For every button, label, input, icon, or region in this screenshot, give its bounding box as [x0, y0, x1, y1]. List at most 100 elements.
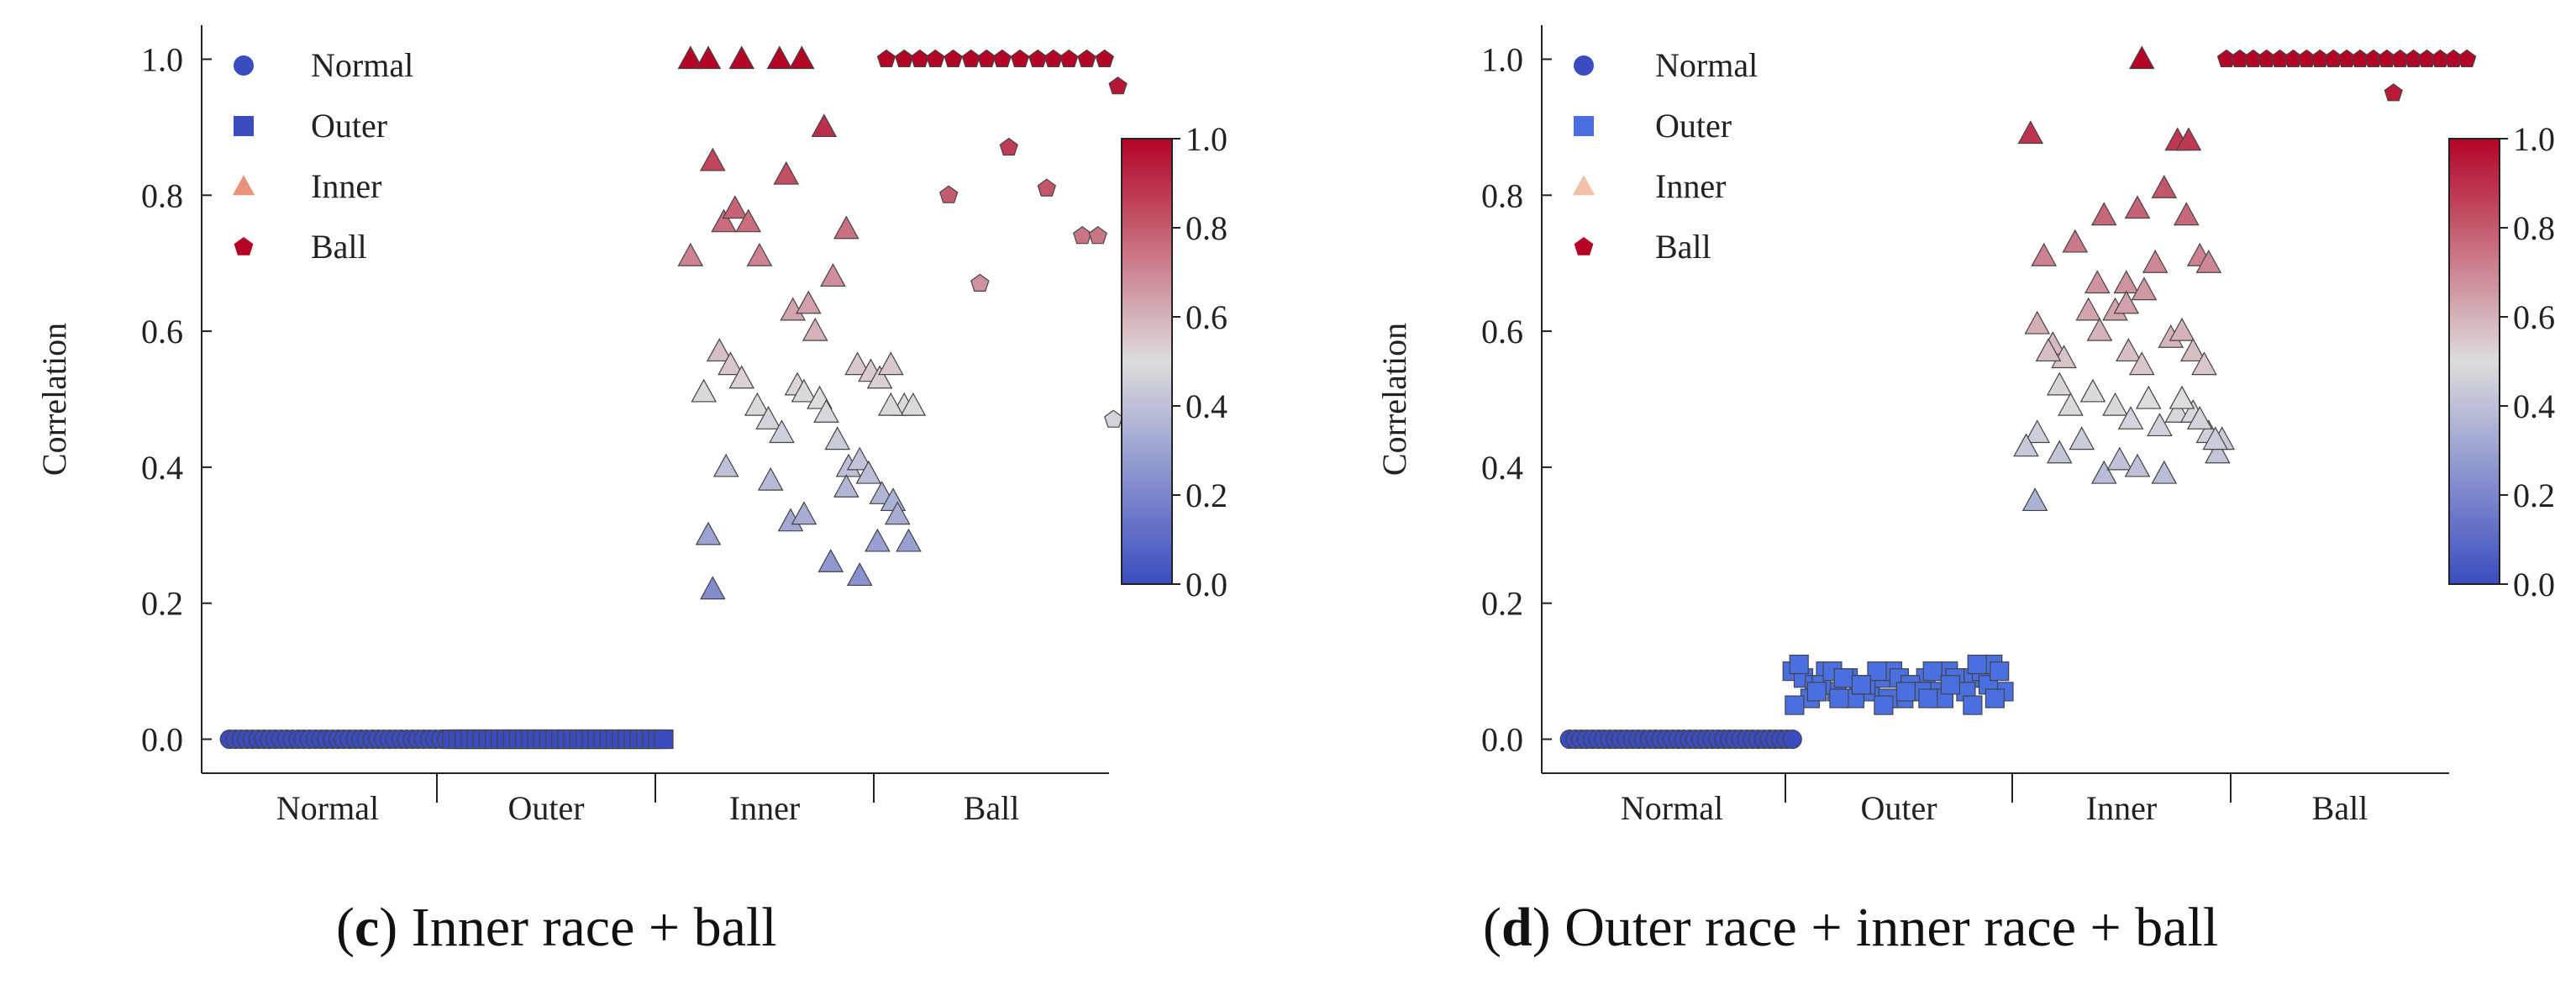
point-inner	[766, 45, 793, 70]
legend-label-normal: Normal	[1655, 46, 1758, 84]
point-ball	[999, 137, 1018, 156]
colorbar-tick-label: 0.6	[2513, 298, 2555, 336]
point-inner	[2195, 249, 2222, 273]
series-ball	[876, 49, 1128, 428]
y-axis-title: Correlation	[1375, 323, 1413, 476]
point-inner	[2062, 229, 2089, 253]
point-inner	[2151, 174, 2178, 198]
point-inner	[896, 528, 922, 552]
point-ball	[938, 185, 959, 203]
point-inner	[757, 466, 784, 491]
point-outer	[1851, 675, 1872, 695]
point-inner	[695, 45, 722, 70]
legend-marker-normal	[1574, 55, 1594, 76]
legend-marker-ball	[1574, 237, 1594, 255]
point-inner	[2128, 45, 2155, 70]
point-inner	[695, 521, 722, 545]
point-inner	[2017, 120, 2044, 145]
point-inner	[718, 351, 744, 376]
legend-label-ball: Ball	[1655, 228, 1711, 266]
point-inner	[2131, 277, 2158, 301]
point-inner	[865, 528, 891, 552]
point-ball	[1108, 76, 1128, 95]
point-ball	[1059, 49, 1079, 68]
y-tick-label: 1.0	[141, 40, 183, 78]
point-inner	[2169, 317, 2195, 341]
point-inner	[2116, 338, 2142, 362]
point-ball	[977, 49, 996, 68]
point-inner	[755, 406, 781, 429]
caption-open-paren: (	[336, 897, 355, 958]
point-inner	[833, 215, 860, 240]
point-ball	[1010, 49, 1030, 68]
point-inner	[884, 501, 911, 525]
legend-label-outer: Outer	[1655, 107, 1732, 145]
panel-caption: (d) Outer race + inner race + ball	[1483, 897, 2218, 958]
point-ball	[2457, 49, 2477, 68]
point-inner	[2135, 385, 2162, 409]
point-outer	[1789, 654, 1809, 675]
point-outer	[1922, 661, 1943, 682]
point-inner	[2128, 351, 2155, 376]
colorbar-tick-label: 0.6	[1185, 298, 1228, 336]
point-ball	[1072, 226, 1092, 245]
point-inner	[802, 317, 828, 341]
panel-d: 0.0 0.2 0.4 0.6 0.8 1.0 Correlation Normal Outer…	[1375, 25, 2555, 958]
point-inner	[699, 576, 726, 600]
caption-open-paren: (	[1483, 897, 1501, 958]
point-inner	[846, 446, 873, 471]
colorbar-tick-label: 0.0	[1185, 566, 1228, 603]
point-inner	[2173, 202, 2200, 226]
point-inner	[2179, 338, 2206, 362]
point-ball	[970, 273, 990, 292]
point-inner	[2035, 338, 2062, 362]
point-inner	[2024, 419, 2051, 444]
point-inner	[2169, 385, 2195, 409]
legend-marker-ball	[234, 237, 254, 255]
legend-marker-inner	[1572, 175, 1596, 196]
legend-label-ball: Ball	[311, 228, 367, 266]
point-inner	[677, 242, 704, 266]
point-inner	[2117, 406, 2144, 429]
colorbar-tick-label: 0.2	[1185, 477, 1228, 514]
point-inner	[900, 392, 927, 416]
series-outer	[1782, 654, 2014, 715]
colorbar-tick-label: 0.2	[2513, 477, 2555, 514]
x-tick-label-outer: Outer	[507, 789, 584, 827]
series-outer	[442, 729, 674, 750]
point-inner	[795, 290, 822, 314]
series-inner	[677, 45, 927, 600]
point-outer	[654, 729, 674, 750]
x-tick-label-ball: Ball	[964, 789, 1020, 827]
caption-close-paren: )	[1532, 897, 1551, 958]
x-tick-label-normal: Normal	[276, 789, 379, 827]
point-inner	[2186, 406, 2213, 429]
point-inner	[791, 501, 817, 525]
point-inner	[2124, 453, 2151, 477]
point-inner	[2021, 487, 2048, 512]
point-inner	[2202, 426, 2229, 450]
y-tick-label: 0.0	[1481, 721, 1523, 759]
point-ball	[894, 49, 914, 68]
y-tick-label: 0.2	[141, 585, 183, 623]
point-inner	[728, 365, 755, 389]
point-inner	[735, 208, 762, 233]
point-outer	[1833, 668, 1853, 688]
point-inner	[2075, 297, 2102, 321]
caption-letter: c	[355, 897, 379, 958]
point-inner	[813, 398, 839, 423]
point-ball	[876, 49, 896, 68]
point-inner	[2086, 317, 2113, 341]
point-inner	[2106, 446, 2133, 471]
point-outer	[1940, 675, 1961, 695]
colorbar-tick-label: 0.0	[2513, 566, 2555, 603]
point-ball	[1028, 49, 1048, 68]
point-outer	[1829, 688, 1849, 708]
caption-close-paren: )	[379, 897, 397, 958]
y-tick-label: 0.6	[1481, 313, 1523, 350]
point-inner	[2024, 310, 2051, 334]
point-inner	[2013, 433, 2039, 457]
caption-letter: d	[1501, 897, 1532, 958]
point-inner	[824, 426, 851, 450]
x-tick-label-inner: Inner	[2086, 789, 2157, 827]
